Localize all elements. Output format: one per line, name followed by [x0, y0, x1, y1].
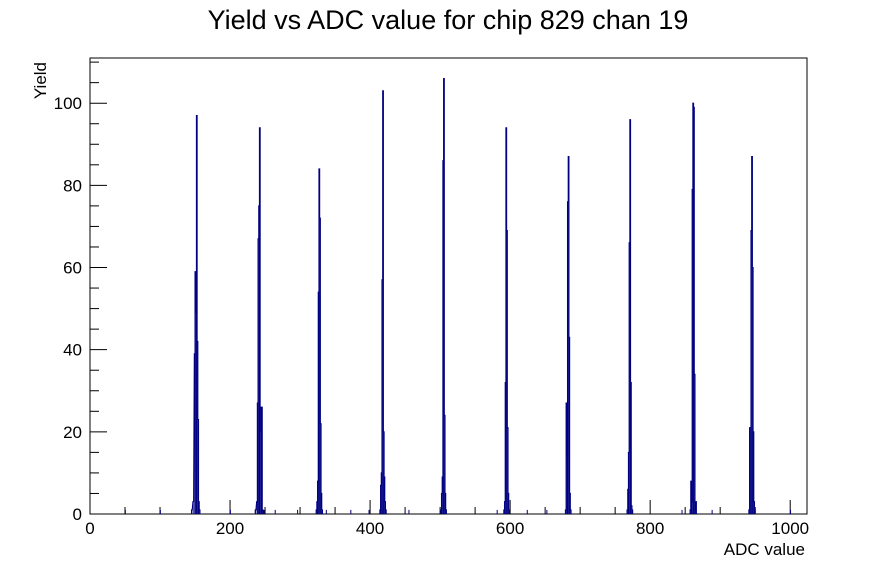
y-tick-label: 40 — [63, 341, 82, 360]
x-tick-label: 1000 — [771, 519, 809, 538]
peak — [689, 102, 697, 514]
y-tick-label: 20 — [63, 423, 82, 442]
chart-title: Yield vs ADC value for chip 829 chan 19 — [208, 5, 689, 35]
x-tick-label: 800 — [636, 519, 664, 538]
x-axis-label: ADC value — [724, 540, 805, 559]
x-axis: 0 200 400 600 800 1000 — [85, 500, 809, 538]
plot-area — [124, 77, 792, 514]
y-tick-label: 0 — [73, 505, 82, 524]
peak — [254, 127, 264, 514]
y-tick-label: 80 — [63, 176, 82, 195]
peak — [315, 168, 324, 514]
peak — [626, 119, 634, 514]
peak — [748, 156, 756, 514]
peak — [503, 127, 510, 514]
peak — [379, 90, 387, 514]
x-tick-label: 400 — [356, 519, 384, 538]
plot-frame — [89, 57, 808, 515]
peak — [440, 77, 447, 514]
x-tick-label: 600 — [496, 519, 524, 538]
x-tick-label: 0 — [85, 519, 94, 538]
peak — [190, 114, 201, 514]
x-tick-label: 200 — [216, 519, 244, 538]
y-tick-label: 60 — [63, 259, 82, 278]
y-axis-label: Yield — [31, 62, 50, 99]
peak — [564, 156, 572, 514]
y-axis: 0 20 40 60 80 100 — [54, 61, 107, 524]
y-tick-label: 100 — [54, 94, 82, 113]
